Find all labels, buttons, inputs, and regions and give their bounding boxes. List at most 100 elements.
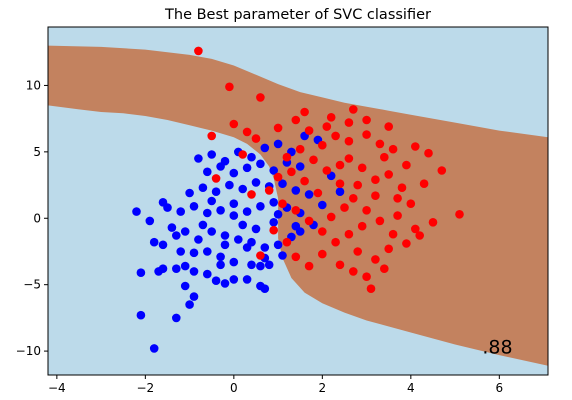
- data-point: [349, 267, 358, 276]
- data-point: [136, 268, 146, 278]
- data-point: [194, 235, 203, 244]
- data-point: [388, 144, 398, 154]
- data-point: [362, 130, 371, 139]
- data-point: [242, 127, 252, 137]
- plot-frame: [47, 26, 549, 376]
- data-point: [309, 155, 318, 165]
- y-tick-label: −10: [16, 344, 41, 358]
- data-point: [158, 198, 168, 207]
- data-points: [132, 46, 464, 353]
- data-point: [136, 310, 146, 320]
- data-point: [216, 252, 225, 262]
- data-point: [340, 203, 349, 212]
- data-point: [300, 107, 309, 117]
- data-point: [207, 131, 216, 141]
- data-point: [203, 167, 212, 177]
- x-tick-label: 2: [319, 381, 327, 395]
- data-point: [287, 167, 296, 177]
- x-axis: −4 −2 0 2 4 6: [48, 375, 503, 395]
- data-point: [256, 159, 265, 169]
- data-point: [366, 284, 376, 294]
- data-point: [229, 211, 239, 220]
- data-point: [269, 218, 279, 227]
- data-point: [326, 212, 336, 222]
- data-point: [172, 231, 181, 240]
- data-point: [216, 206, 225, 215]
- data-point: [295, 144, 305, 154]
- data-point: [344, 229, 354, 239]
- data-point: [282, 152, 292, 162]
- data-point: [362, 115, 371, 125]
- data-point: [211, 276, 221, 286]
- data-point: [371, 255, 380, 264]
- data-point: [220, 231, 230, 240]
- data-point: [318, 200, 327, 210]
- data-point: [402, 239, 411, 248]
- data-point: [260, 243, 270, 252]
- data-point: [304, 190, 314, 199]
- data-point: [411, 142, 420, 151]
- data-point: [424, 148, 433, 158]
- data-point: [203, 208, 212, 218]
- data-point: [260, 284, 270, 294]
- data-point: [322, 166, 332, 175]
- data-point: [198, 183, 208, 192]
- data-point: [371, 191, 380, 200]
- data-point: [242, 163, 252, 173]
- data-point: [291, 221, 301, 231]
- data-point: [344, 154, 354, 163]
- data-point: [167, 223, 177, 232]
- data-point: [269, 225, 279, 235]
- data-point: [318, 227, 327, 236]
- data-point: [384, 170, 394, 179]
- data-point: [388, 229, 398, 239]
- data-point: [247, 260, 256, 270]
- data-point: [278, 179, 287, 188]
- data-point: [273, 172, 283, 182]
- data-point: [238, 220, 247, 230]
- data-point: [331, 237, 340, 247]
- data-point: [198, 220, 208, 230]
- data-point: [149, 237, 159, 247]
- data-point: [335, 179, 345, 188]
- data-point: [349, 194, 358, 203]
- data-point: [207, 227, 216, 236]
- data-point: [194, 154, 203, 163]
- data-point: [326, 113, 336, 122]
- data-point: [211, 187, 221, 196]
- data-point: [242, 243, 252, 252]
- data-point: [371, 175, 380, 184]
- chart-title: The Best parameter of SVC classifier: [164, 7, 431, 23]
- data-point: [229, 199, 239, 208]
- data-point: [220, 156, 230, 166]
- data-point: [375, 216, 385, 226]
- data-point: [189, 202, 199, 211]
- data-point: [207, 150, 216, 159]
- data-point: [256, 251, 265, 260]
- data-point: [357, 221, 367, 231]
- data-point: [278, 251, 287, 260]
- data-point: [353, 180, 363, 190]
- data-point: [428, 218, 438, 227]
- data-point: [172, 264, 181, 274]
- data-point: [402, 160, 411, 170]
- data-point: [269, 166, 279, 175]
- y-axis: −10 −5 0 5 10: [16, 78, 48, 358]
- data-point: [238, 184, 247, 194]
- data-point: [322, 122, 332, 131]
- data-point: [455, 210, 464, 219]
- data-point: [264, 186, 274, 195]
- y-tick-label: 10: [26, 78, 41, 92]
- data-point: [362, 206, 371, 215]
- data-point: [158, 264, 168, 274]
- data-point: [207, 196, 216, 206]
- data-point: [242, 275, 252, 284]
- data-point: [291, 206, 301, 215]
- data-point: [180, 261, 190, 271]
- data-point: [211, 174, 221, 183]
- data-point: [260, 143, 270, 153]
- data-point: [353, 247, 363, 256]
- data-point: [247, 152, 256, 162]
- data-point: [362, 272, 371, 282]
- data-point: [291, 115, 301, 125]
